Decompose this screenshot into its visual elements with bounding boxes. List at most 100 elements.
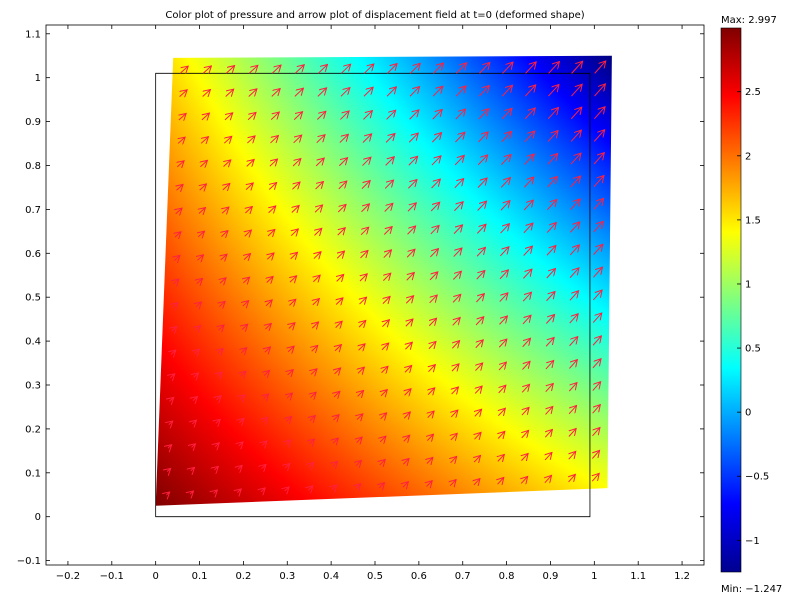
displacement-arrow <box>452 341 459 349</box>
displacement-arrow <box>340 88 350 97</box>
displacement-arrow <box>547 177 558 188</box>
displacement-arrow <box>475 386 482 393</box>
displacement-arrow <box>313 275 320 282</box>
displacement-arrow <box>199 208 206 214</box>
displacement-arrow <box>592 290 602 301</box>
displacement-arrow <box>568 406 576 415</box>
displacement-arrow <box>218 349 223 354</box>
displacement-arrow <box>593 244 603 255</box>
displacement-arrow <box>431 133 441 143</box>
displacement-arrow <box>214 466 218 470</box>
displacement-arrow <box>380 436 386 442</box>
y-tick-label: −0.1 <box>17 556 41 567</box>
displacement-arrow <box>521 453 528 460</box>
displacement-arrow <box>220 278 226 283</box>
displacement-arrow <box>381 390 387 396</box>
displacement-arrow <box>383 250 392 258</box>
displacement-arrow <box>455 86 466 97</box>
x-tick-label: 1.2 <box>674 571 690 582</box>
displacement-arrow <box>385 133 395 143</box>
displacement-arrow <box>592 382 601 391</box>
displacement-arrow <box>383 296 390 303</box>
displacement-arrow <box>360 297 367 304</box>
x-tick-label: 0.5 <box>367 571 383 582</box>
displacement-arrow <box>499 316 507 325</box>
displacement-arrow <box>452 294 461 303</box>
displacement-arrow <box>200 184 207 190</box>
displacement-arrow <box>475 340 483 349</box>
displacement-arrow <box>239 442 243 446</box>
displacement-arrow <box>261 488 265 492</box>
displacement-arrow <box>243 277 249 283</box>
displacement-arrow <box>336 298 343 305</box>
displacement-arrow <box>571 61 583 74</box>
displacement-arrow <box>381 413 387 419</box>
displacement-arrow <box>476 224 486 234</box>
displacement-arrow <box>356 460 361 465</box>
displacement-arrow <box>568 383 577 392</box>
displacement-arrow <box>241 371 246 376</box>
displacement-arrow <box>405 365 412 372</box>
displacement-arrow <box>405 342 412 349</box>
displacement-arrow <box>335 345 341 351</box>
displacement-arrow <box>476 271 485 280</box>
displacement-arrow <box>262 464 266 468</box>
y-tick-label: 0.1 <box>25 468 41 479</box>
displacement-arrow <box>241 348 246 353</box>
displacement-arrow <box>180 66 188 73</box>
displacement-arrow <box>244 254 250 260</box>
displacement-arrow <box>547 154 558 165</box>
displacement-arrow <box>291 252 298 259</box>
displacement-arrow <box>479 62 490 74</box>
displacement-arrow <box>249 65 257 74</box>
displacement-arrow <box>217 396 222 400</box>
displacement-arrow <box>265 347 271 352</box>
displacement-arrow <box>406 319 413 326</box>
displacement-arrow <box>288 346 294 352</box>
displacement-arrow <box>453 271 461 280</box>
x-tick-label: 0.6 <box>411 571 427 582</box>
displacement-arrow <box>290 276 297 282</box>
displacement-arrow <box>452 317 461 326</box>
displacement-arrow <box>404 412 410 418</box>
colorbar-tick-label: 2 <box>745 151 751 162</box>
displacement-arrow <box>409 87 420 97</box>
displacement-arrow <box>224 160 231 167</box>
displacement-arrow <box>175 232 181 237</box>
displacement-arrow <box>171 350 176 354</box>
displacement-arrow <box>288 370 294 375</box>
displacement-arrow <box>498 362 506 371</box>
displacement-arrow <box>170 397 174 401</box>
displacement-arrow <box>545 406 553 415</box>
displacement-arrow <box>475 317 484 326</box>
displacement-arrow <box>292 159 301 167</box>
displacement-arrow <box>221 231 227 237</box>
displacement-arrow <box>357 437 363 442</box>
displacement-arrow <box>271 89 280 97</box>
displacement-arrow <box>358 367 364 373</box>
displacement-arrow <box>593 198 604 210</box>
displacement-arrow <box>498 339 507 348</box>
displacement-arrow <box>592 336 601 346</box>
displacement-arrow <box>193 397 197 401</box>
displacement-arrow <box>265 323 271 329</box>
displacement-arrow <box>387 64 397 74</box>
displacement-arrow <box>314 205 323 212</box>
displacement-arrow <box>474 479 480 485</box>
displacement-arrow <box>360 227 369 236</box>
displacement-arrow <box>270 136 278 144</box>
y-tick-label: 0.5 <box>25 293 41 304</box>
colorbar-tick-label: 1 <box>745 279 751 290</box>
displacement-arrow <box>289 299 295 305</box>
y-tick-label: 0.2 <box>25 424 41 435</box>
displacement-arrow <box>525 62 537 74</box>
displacement-arrow <box>501 108 512 120</box>
displacement-arrow <box>430 249 438 258</box>
displacement-arrow <box>312 345 318 351</box>
displacement-arrow <box>295 65 304 74</box>
displacement-arrow <box>451 456 457 462</box>
displacement-arrow <box>222 207 229 213</box>
displacement-arrow <box>592 428 600 437</box>
displacement-arrow <box>570 107 581 120</box>
displacement-arrow <box>243 301 249 307</box>
